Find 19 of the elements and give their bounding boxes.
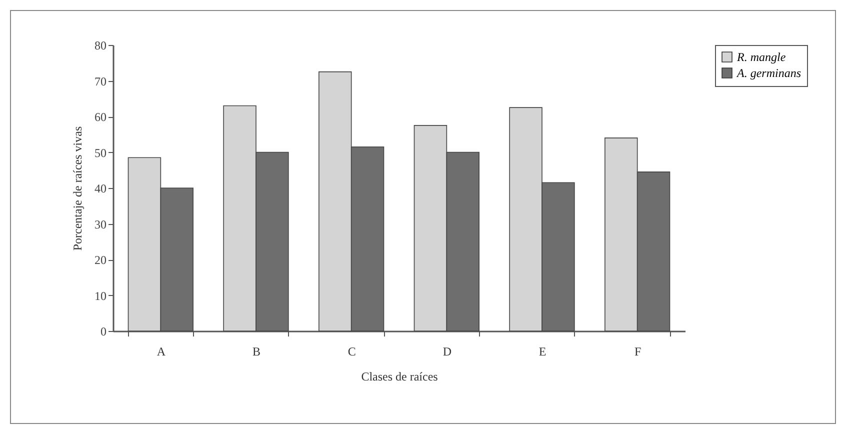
x-tick-label: F (634, 344, 642, 358)
x-axis-title: Clases de raíces (361, 370, 438, 384)
legend-label: R. mangle (736, 50, 786, 64)
y-tick-label: 0 (100, 324, 106, 338)
x-tick-label: A (156, 344, 166, 358)
y-axis-title: Porcentaje de raíces vivas (70, 126, 84, 251)
y-tick-label: 30 (94, 217, 106, 232)
y-tick-label: 20 (94, 253, 106, 267)
x-tick-label: E (538, 344, 546, 358)
x-tick-label: C (348, 344, 356, 358)
legend-label: A. germinans (736, 66, 802, 80)
y-tick-label: 10 (94, 288, 106, 303)
y-tick-label: 40 (94, 182, 106, 196)
x-tick-label: D (442, 344, 452, 358)
y-tick-label: 80 (94, 38, 106, 52)
y-tick-label: 60 (94, 110, 106, 124)
y-tick-label: 70 (94, 74, 106, 88)
y-tick-label: 50 (94, 146, 106, 160)
x-tick-label: B (252, 344, 261, 358)
